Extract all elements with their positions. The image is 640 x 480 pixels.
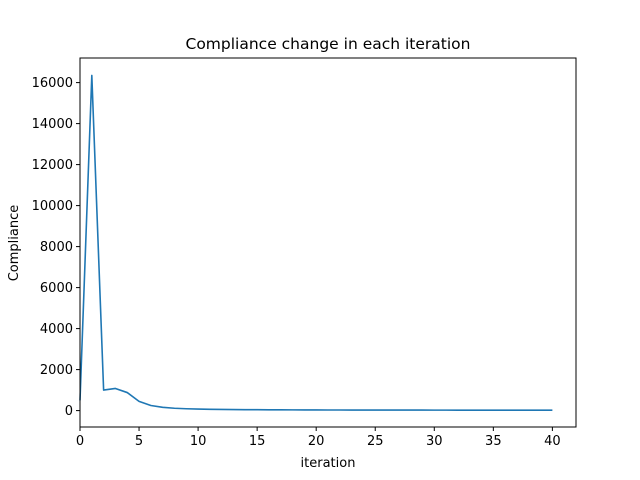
y-tick-label: 2000	[40, 363, 73, 378]
x-tick-label: 0	[76, 434, 84, 449]
y-tick-label: 10000	[32, 199, 73, 214]
y-tick-label: 8000	[40, 240, 73, 255]
y-axis-label: Compliance	[7, 205, 22, 282]
y-tick-label: 14000	[32, 117, 73, 132]
x-axis-label: iteration	[301, 456, 356, 471]
y-tick-label: 4000	[40, 322, 73, 337]
chart-title: Compliance change in each iteration	[186, 35, 471, 53]
y-tick-label: 12000	[32, 158, 73, 173]
plot-frame	[79, 57, 577, 428]
plot-area: 0 5 10 15 20 25 30 35 40 0 2000 4000 6000 8000 10000 12…	[32, 57, 577, 449]
x-tick-label: 10	[190, 434, 207, 449]
y-tick-label: 6000	[40, 281, 73, 296]
x-tick-label: 40	[544, 434, 561, 449]
x-tick-label: 20	[308, 434, 325, 449]
y-tick-label: 0	[65, 404, 73, 419]
x-tick-label: 30	[426, 434, 443, 449]
x-tick-label: 5	[135, 434, 143, 449]
x-tick-label: 35	[485, 434, 502, 449]
y-tick-label: 16000	[32, 76, 73, 91]
x-tick-label: 15	[249, 434, 266, 449]
series-line-0	[79, 74, 553, 411]
x-tick-label: 25	[367, 434, 384, 449]
